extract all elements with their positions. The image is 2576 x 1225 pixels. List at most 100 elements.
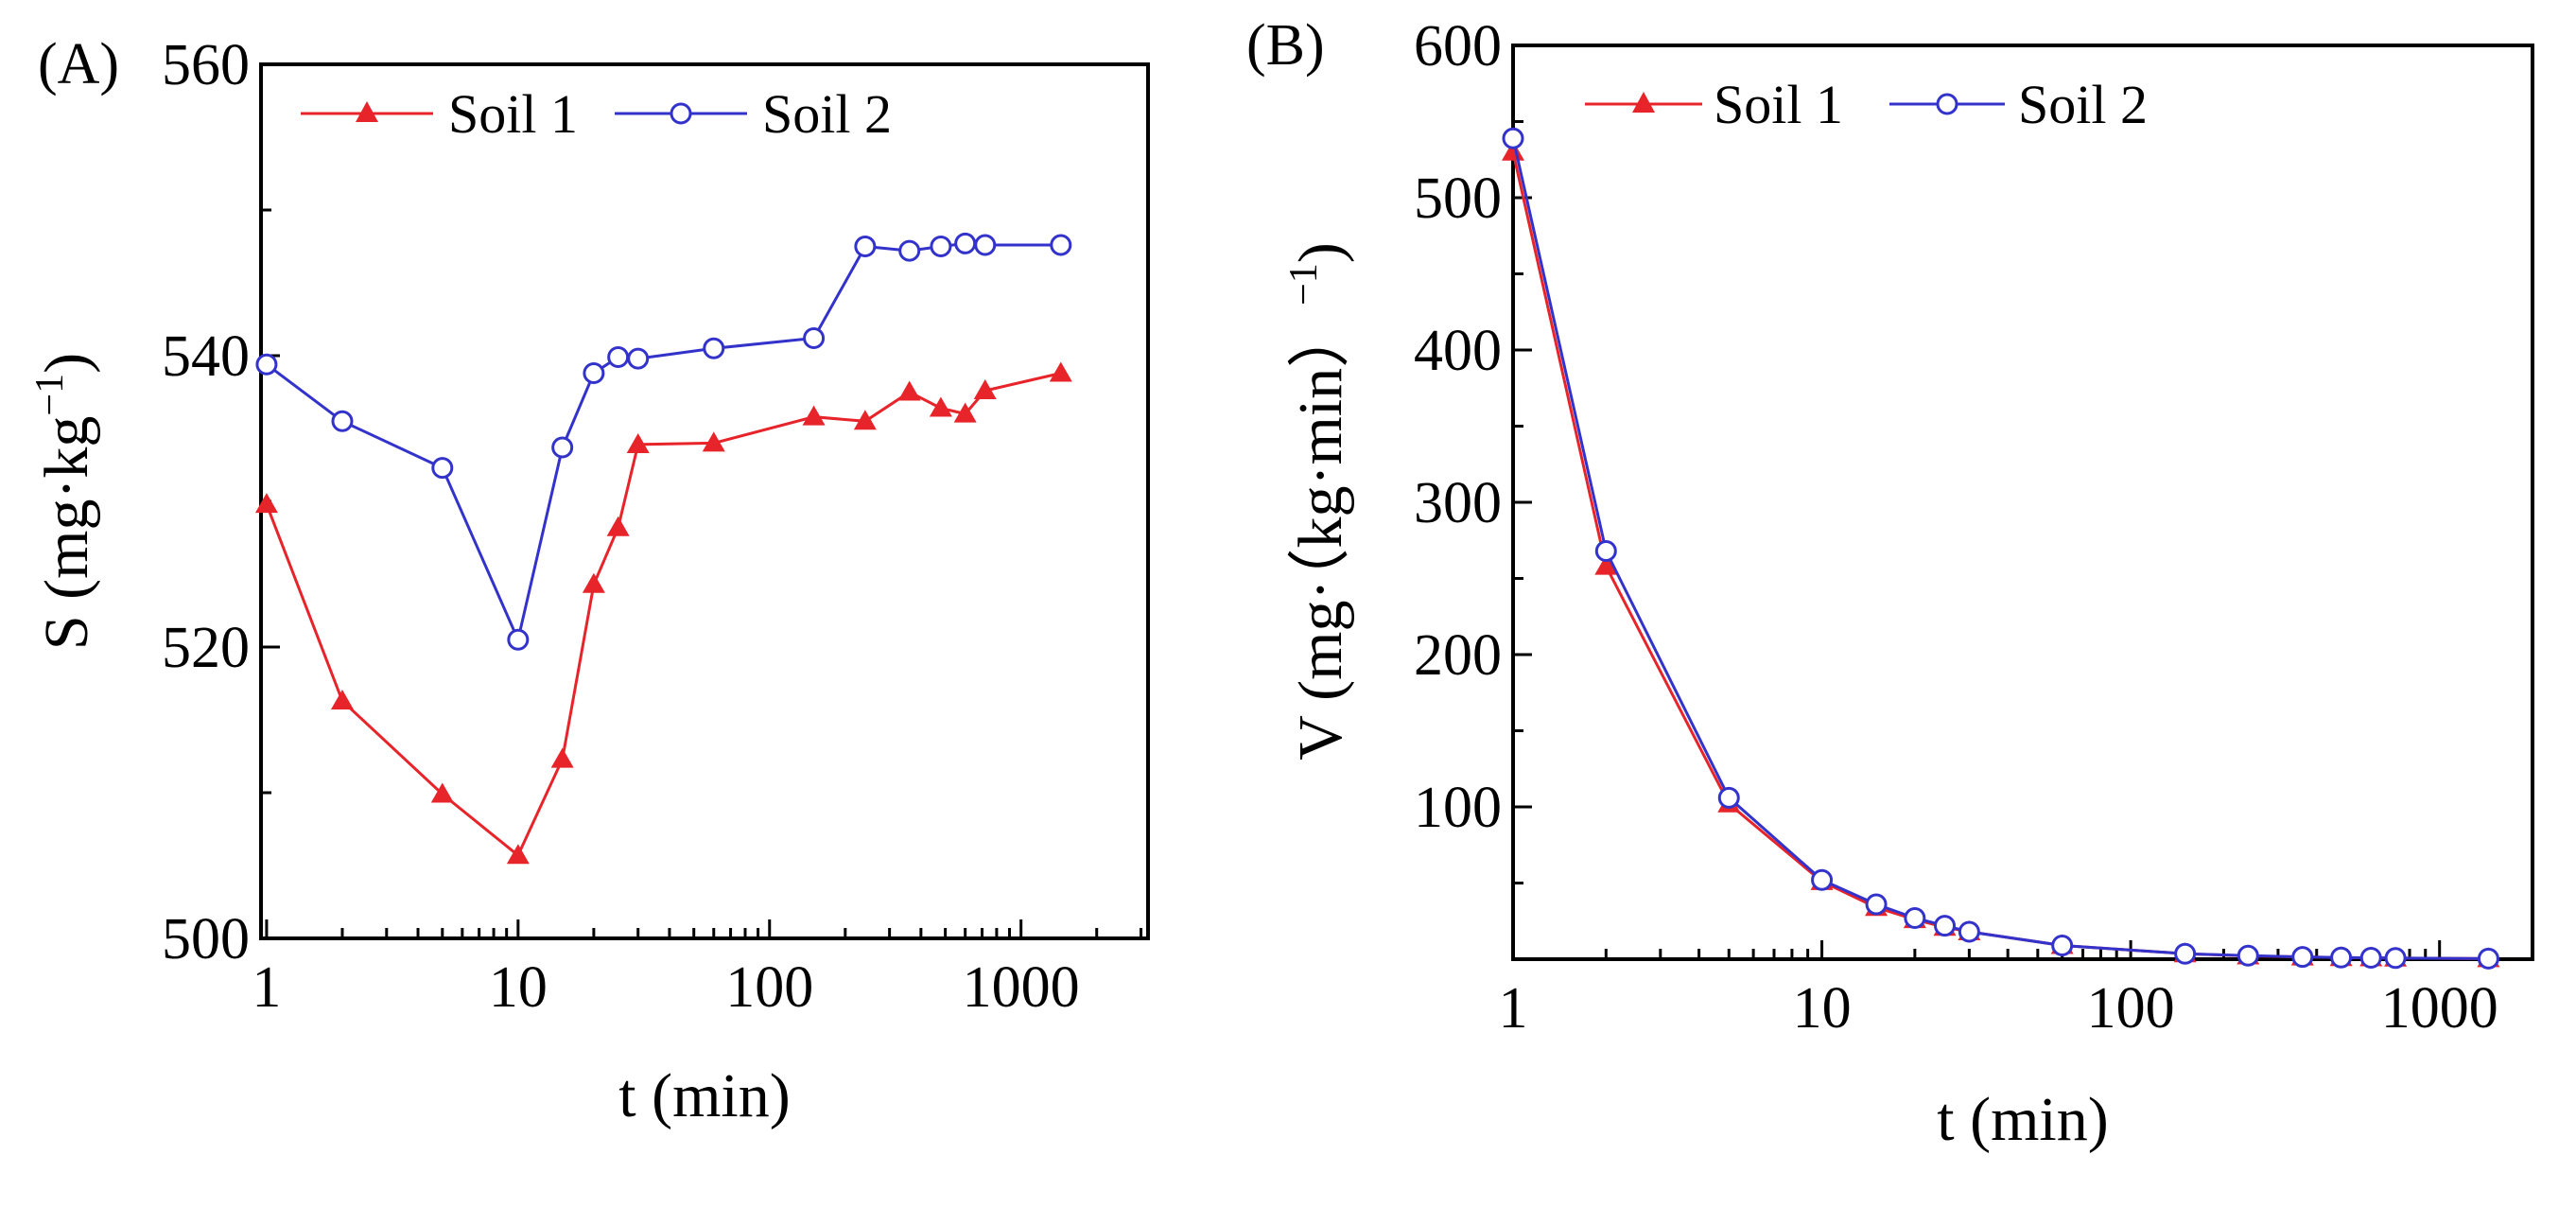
- x-tick-label-10: 10: [1793, 976, 1852, 1041]
- point-soil-1-t5: [430, 782, 454, 803]
- x-tick-label-100: 100: [725, 955, 813, 1020]
- point-soil-1-t360: [897, 380, 921, 401]
- x-tick-label-1: 1: [252, 955, 281, 1020]
- point-soil-2-t480: [2330, 946, 2353, 969]
- legend-label-soil-2: Soil 2: [2018, 74, 2148, 135]
- series-line-soil-1: [265, 372, 1062, 858]
- point-soil-1-t2: [330, 689, 354, 709]
- point-soil-2-t2: [1594, 540, 1617, 563]
- point-soil-2-t1440: [2477, 947, 2499, 970]
- point-soil-1-t1: [254, 493, 278, 514]
- y-tick-label-200: 200: [1414, 623, 1502, 688]
- y-tick-label-400: 400: [1414, 319, 1502, 383]
- panel-a-series: [254, 232, 1072, 865]
- point-soil-2-t25: [1934, 915, 1957, 937]
- panel-b-x-ticks: 1 10 100 1000: [1499, 940, 2534, 1041]
- y-tick-label-500: 500: [1414, 166, 1502, 231]
- panel-b-series: [1502, 127, 2500, 970]
- panel-a-y-axis-title-sup: −1: [28, 374, 72, 416]
- point-soil-1-t10: [506, 844, 530, 865]
- panel-b-y-ticks: 100 200 300 400 500 600: [1414, 14, 1532, 884]
- panel-a-label: (A): [38, 32, 119, 96]
- legend-label-soil-2: Soil 2: [762, 83, 892, 145]
- point-soil-1-t480: [929, 396, 952, 417]
- point-soil-2-t2: [331, 410, 354, 432]
- panel-a-y-ticks: 500 520 540 560: [162, 33, 280, 971]
- y-tick-label-300: 300: [1414, 471, 1502, 535]
- point-soil-1-t600: [953, 402, 977, 423]
- series-soil-2: [255, 232, 1072, 651]
- point-soil-2-t30: [627, 347, 650, 370]
- series-line-soil-2: [265, 241, 1061, 645]
- y-tick-label-100: 100: [1414, 776, 1502, 840]
- panel-b-y-axis-title-close: ): [1286, 242, 1355, 263]
- legend-label-soil-1: Soil 1: [1714, 74, 1843, 135]
- y-tick-label-600: 600: [1414, 14, 1502, 79]
- legend-label-soil-1: Soil 1: [448, 83, 578, 145]
- point-soil-2-t480: [930, 236, 952, 257]
- panel-b-y-axis-title-sup: −1: [1282, 263, 1326, 306]
- y-tick-label-560: 560: [162, 33, 250, 97]
- panel-a-x-axis-title: t (min): [618, 1061, 790, 1130]
- panel-a: (A) 1 10 100 1000 500 520 540 560 Soil 1 Soil …: [28, 32, 1150, 1130]
- point-soil-2-t15: [1865, 893, 1888, 916]
- legend-marker-soil-2: [670, 102, 692, 125]
- point-soil-1-t720: [973, 378, 997, 399]
- panel-b-y-axis-title-main: V (mg·（kg·min）: [1286, 306, 1355, 761]
- series-soil-1: [1502, 140, 2500, 968]
- x-tick-label-100: 100: [2087, 976, 2175, 1041]
- y-tick-label-500: 500: [162, 907, 250, 971]
- point-soil-2-t5: [1717, 786, 1740, 809]
- point-soil-1-t150: [802, 405, 826, 426]
- point-soil-2-t600: [954, 232, 977, 254]
- point-soil-1-t240: [853, 410, 877, 430]
- point-soil-2-t1440: [1050, 234, 1072, 256]
- point-soil-2-t240: [2237, 944, 2259, 967]
- point-soil-1-t30: [626, 432, 650, 453]
- point-soil-1-t1: [1502, 140, 1524, 161]
- point-soil-2-t360: [2291, 946, 2314, 969]
- point-soil-1-t2: [1594, 554, 1618, 575]
- series-line-soil-2: [1511, 137, 2489, 960]
- panel-a-legend: Soil 1 Soil 2: [301, 83, 892, 145]
- point-soil-2-t5: [431, 457, 454, 480]
- point-soil-2-t600: [2359, 947, 2382, 970]
- point-soil-2-t20: [583, 361, 605, 384]
- y-tick-label-520: 520: [162, 616, 250, 680]
- panel-b-plot-frame: [1511, 44, 2534, 961]
- point-soil-2-t360: [898, 239, 921, 262]
- x-tick-label-1000: 1000: [963, 955, 1080, 1020]
- series-soil-1: [254, 361, 1072, 865]
- point-soil-2-t20: [1904, 907, 1926, 930]
- x-tick-label-10: 10: [489, 955, 548, 1020]
- point-soil-2-t1: [1502, 127, 1524, 149]
- legend-marker-soil-2: [1936, 93, 1958, 115]
- panel-b: (B) 1 10 100 1000 100 200 300 400 500 600 Soil 1…: [1246, 13, 2534, 1154]
- point-soil-2-t10: [1811, 868, 1834, 891]
- point-soil-2-t15: [551, 436, 574, 459]
- point-soil-2-t30: [1958, 920, 1980, 943]
- panel-b-label: (B): [1246, 13, 1325, 78]
- point-soil-1-t15: [550, 747, 574, 768]
- panel-a-y-axis-title: S (mg·kg−1): [28, 353, 101, 650]
- panel-a-plot-frame: [259, 62, 1150, 940]
- x-tick-label-1000: 1000: [2381, 976, 2498, 1041]
- point-soil-2-t240: [854, 236, 877, 257]
- legend-marker-soil-1: [356, 101, 378, 122]
- panel-a-y-axis-title-main: S (mg·kg: [32, 416, 101, 651]
- point-soil-2-t720: [974, 234, 997, 256]
- point-soil-1-t25: [606, 516, 630, 536]
- panel-b-legend: Soil 1 Soil 2: [1585, 74, 2148, 135]
- point-soil-2-t720: [2384, 947, 2407, 970]
- panel-b-y-axis-title: V (mg·（kg·min）−1): [1282, 242, 1355, 761]
- point-soil-2-t10: [507, 628, 530, 651]
- x-tick-label-1: 1: [1499, 976, 1528, 1041]
- legend-marker-soil-1: [1632, 92, 1655, 113]
- point-soil-1-t1440: [1049, 361, 1072, 382]
- point-soil-2-t1: [255, 353, 278, 376]
- point-soil-2-t25: [607, 346, 630, 369]
- panel-a-y-axis-title-close: ): [32, 353, 101, 374]
- point-soil-2-t60: [703, 337, 725, 359]
- point-soil-2-t60: [2051, 935, 2074, 957]
